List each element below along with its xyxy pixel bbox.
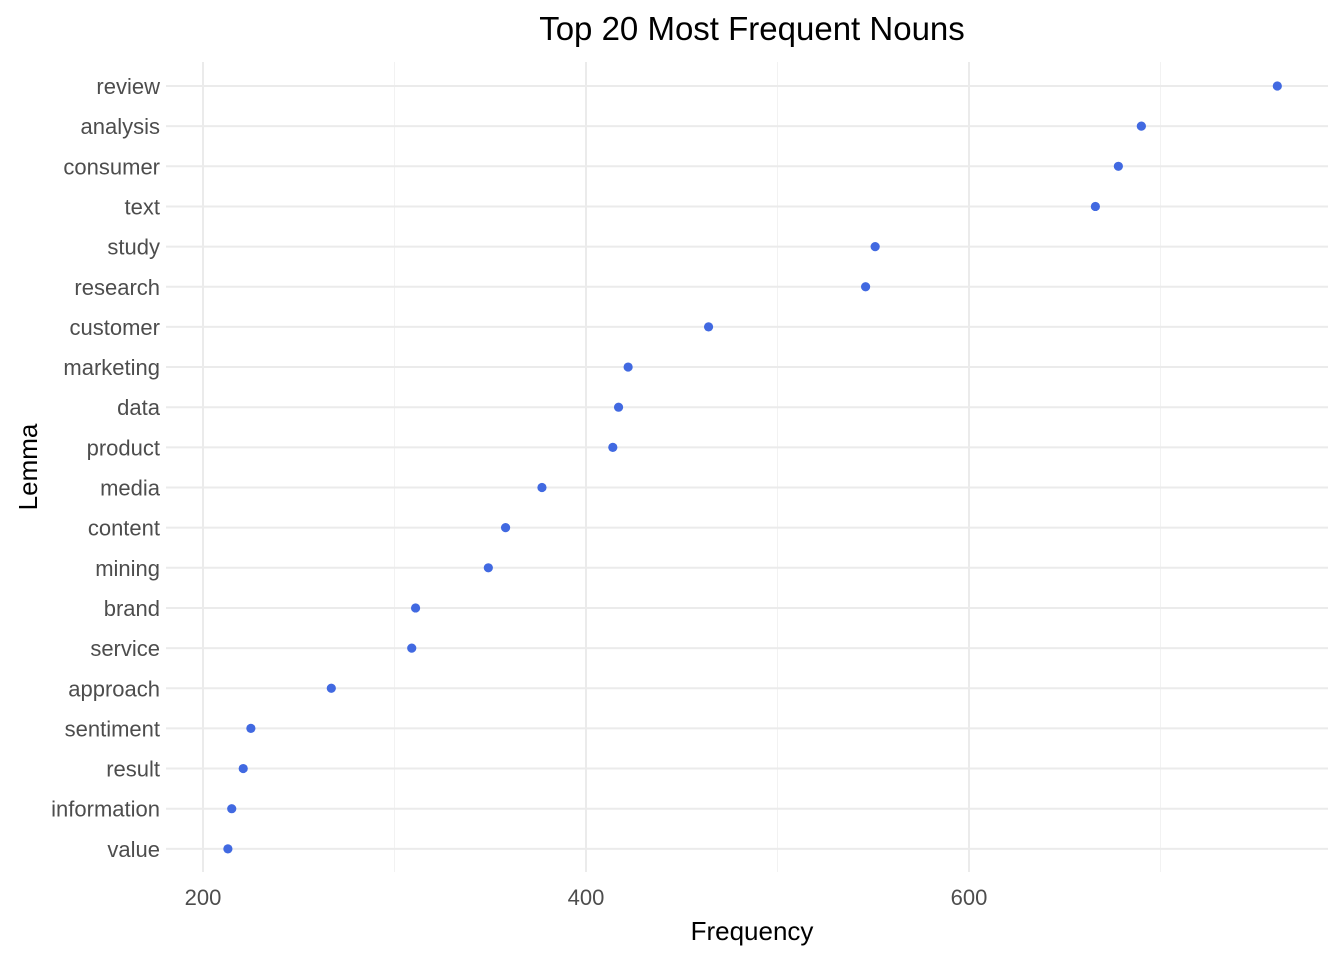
chart-title: Top 20 Most Frequent Nouns	[539, 10, 965, 47]
y-tick-label: media	[100, 476, 161, 501]
data-point-mining	[483, 563, 493, 573]
data-point-marketing	[623, 362, 633, 372]
data-point-analysis	[1136, 121, 1146, 131]
y-tick-label: research	[74, 275, 160, 300]
data-point-review	[1272, 81, 1282, 91]
y-tick-label: value	[107, 837, 160, 862]
x-tick-label: 200	[185, 885, 222, 910]
data-points	[223, 81, 1282, 854]
y-tick-label: service	[90, 636, 160, 661]
y-tick-label: text	[125, 194, 160, 219]
y-tick-label: consumer	[63, 154, 160, 179]
data-point-media	[537, 482, 547, 493]
y-tick-label: approach	[68, 676, 160, 701]
data-point-consumer	[1113, 161, 1123, 171]
y-tick-label: product	[87, 435, 160, 460]
y-tick-labels: review analysis consumer text study research c…	[51, 74, 161, 862]
data-point-study	[870, 242, 880, 252]
data-point-data	[613, 402, 624, 412]
data-point-content	[500, 523, 511, 533]
y-tick-label: brand	[104, 596, 160, 621]
y-tick-label: mining	[95, 556, 160, 581]
y-tick-label: marketing	[63, 355, 160, 380]
data-point-service	[407, 643, 417, 653]
y-tick-label: customer	[70, 315, 160, 340]
data-point-research	[860, 282, 871, 292]
x-tick-label: 400	[568, 885, 605, 910]
major-gridlines	[166, 62, 1328, 872]
data-point-value	[223, 844, 233, 854]
y-tick-label: data	[117, 395, 161, 420]
y-tick-label: study	[107, 235, 160, 260]
x-tick-label: 600	[951, 885, 988, 910]
y-tick-label: information	[51, 797, 160, 822]
data-point-result	[238, 763, 248, 774]
y-tick-label: analysis	[81, 114, 160, 139]
data-point-brand	[410, 603, 421, 613]
y-tick-label: sentiment	[65, 716, 160, 741]
y-tick-label: result	[106, 757, 160, 782]
data-point-information	[227, 804, 237, 814]
data-point-text	[1090, 201, 1100, 212]
x-axis-title: Frequency	[691, 916, 814, 946]
data-point-product	[608, 442, 618, 452]
data-point-approach	[326, 683, 336, 693]
y-tick-label: content	[88, 516, 160, 541]
data-point-customer	[703, 322, 714, 332]
data-point-sentiment	[246, 723, 256, 734]
x-tick-labels: 200 400 600	[185, 885, 988, 910]
y-axis-title: Lemma	[13, 423, 43, 510]
minor-gridlines	[394, 62, 1161, 872]
y-tick-label: review	[96, 74, 160, 99]
